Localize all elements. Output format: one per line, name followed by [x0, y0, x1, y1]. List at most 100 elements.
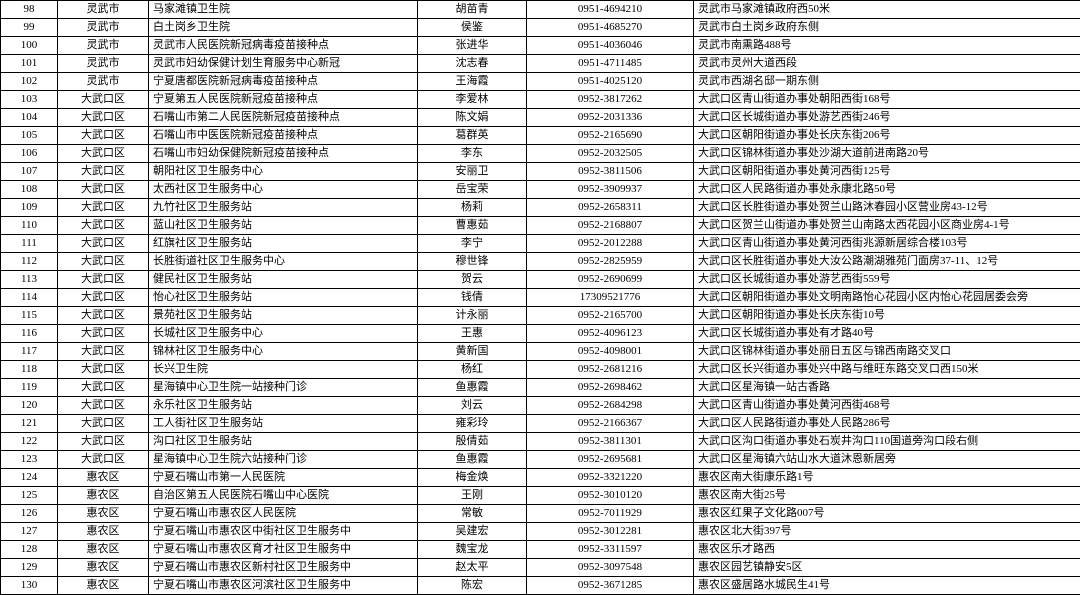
- cell-region: 大武口区: [58, 181, 149, 199]
- cell-address: 惠农区北大街397号: [694, 523, 1080, 541]
- cell-contact: 张进华: [418, 37, 527, 55]
- cell-address: 大武口区青山街道办事处朝阳西街168号: [694, 91, 1080, 109]
- cell-region: 灵武市: [58, 73, 149, 91]
- cell-phone: 0952-3012281: [527, 523, 694, 541]
- cell-site: 工人街社区卫生服务站: [149, 415, 418, 433]
- table-row: 130惠农区宁夏石嘴山市惠农区河滨社区卫生服务中陈宏0952-3671285惠农…: [1, 577, 1080, 595]
- cell-idx: 124: [1, 469, 58, 487]
- cell-site: 宁夏石嘴山市惠农区新村社区卫生服务中: [149, 559, 418, 577]
- cell-contact: 计永丽: [418, 307, 527, 325]
- table-row: 113大武口区健民社区卫生服务站贺云0952-2690699大武口区长城街道办事…: [1, 271, 1080, 289]
- table-row: 127惠农区宁夏石嘴山市惠农区中街社区卫生服务中吴建宏0952-3012281惠…: [1, 523, 1080, 541]
- cell-phone: 0952-4096123: [527, 325, 694, 343]
- table-row: 115大武口区景苑社区卫生服务站计永丽0952-2165700大武口区朝阳街道办…: [1, 307, 1080, 325]
- cell-region: 大武口区: [58, 433, 149, 451]
- cell-contact: 岳宝荣: [418, 181, 527, 199]
- cell-region: 大武口区: [58, 271, 149, 289]
- cell-address: 大武口区长城街道办事处游艺西街246号: [694, 109, 1080, 127]
- cell-phone: 0952-2165700: [527, 307, 694, 325]
- cell-phone: 0952-2825959: [527, 253, 694, 271]
- table-row: 119大武口区星海镇中心卫生院一站接种门诊鱼惠霞0952-2698462大武口区…: [1, 379, 1080, 397]
- cell-region: 惠农区: [58, 577, 149, 595]
- cell-phone: 0952-3010120: [527, 487, 694, 505]
- cell-contact: 胡苗青: [418, 1, 527, 19]
- cell-region: 惠农区: [58, 487, 149, 505]
- cell-idx: 107: [1, 163, 58, 181]
- cell-contact: 杨红: [418, 361, 527, 379]
- table-row: 120大武口区永乐社区卫生服务站刘云0952-2684298大武口区青山街道办事…: [1, 397, 1080, 415]
- cell-region: 大武口区: [58, 415, 149, 433]
- cell-contact: 陈文娟: [418, 109, 527, 127]
- cell-phone: 0952-2695681: [527, 451, 694, 469]
- cell-idx: 113: [1, 271, 58, 289]
- cell-region: 大武口区: [58, 379, 149, 397]
- cell-site: 沟口社区卫生服务站: [149, 433, 418, 451]
- table-row: 104大武口区石嘴山市第二人民医院新冠疫苗接种点陈文娟0952-2031336大…: [1, 109, 1080, 127]
- table-row: 126惠农区宁夏石嘴山市惠农区人民医院常敏0952-7011929惠农区红果子文…: [1, 505, 1080, 523]
- cell-address: 惠农区南大街25号: [694, 487, 1080, 505]
- table-row: 108大武口区太西社区卫生服务中心岳宝荣0952-3909937大武口区人民路街…: [1, 181, 1080, 199]
- cell-address: 大武口区青山街道办事处黄河西街468号: [694, 397, 1080, 415]
- cell-idx: 99: [1, 19, 58, 37]
- table-row: 123大武口区星海镇中心卫生院六站接种门诊鱼惠霞0952-2695681大武口区…: [1, 451, 1080, 469]
- cell-contact: 安丽卫: [418, 163, 527, 181]
- cell-region: 大武口区: [58, 253, 149, 271]
- cell-site: 宁夏唐都医院新冠病毒疫苗接种点: [149, 73, 418, 91]
- cell-phone: 0952-3311597: [527, 541, 694, 559]
- table-row: 102灵武市宁夏唐都医院新冠病毒疫苗接种点王海霞0951-4025120灵武市西…: [1, 73, 1080, 91]
- table-row: 117大武口区锦林社区卫生服务中心黄新国0952-4098001大武口区锦林街道…: [1, 343, 1080, 361]
- cell-region: 惠农区: [58, 523, 149, 541]
- cell-phone: 0952-2684298: [527, 397, 694, 415]
- cell-site: 星海镇中心卫生院一站接种门诊: [149, 379, 418, 397]
- table-row: 107大武口区朝阳社区卫生服务中心安丽卫0952-3811506大武口区朝阳街道…: [1, 163, 1080, 181]
- cell-idx: 104: [1, 109, 58, 127]
- cell-region: 大武口区: [58, 235, 149, 253]
- cell-phone: 0952-7011929: [527, 505, 694, 523]
- cell-contact: 常敏: [418, 505, 527, 523]
- cell-site: 长胜街道社区卫生服务中心: [149, 253, 418, 271]
- cell-idx: 117: [1, 343, 58, 361]
- cell-site: 石嘴山市妇幼保健院新冠疫苗接种点: [149, 145, 418, 163]
- cell-idx: 101: [1, 55, 58, 73]
- cell-phone: 0952-2681216: [527, 361, 694, 379]
- cell-region: 大武口区: [58, 91, 149, 109]
- cell-idx: 114: [1, 289, 58, 307]
- cell-idx: 120: [1, 397, 58, 415]
- cell-region: 灵武市: [58, 19, 149, 37]
- cell-address: 大武口区朝阳街道办事处长庆东街10号: [694, 307, 1080, 325]
- cell-phone: 0952-2690699: [527, 271, 694, 289]
- cell-phone: 0951-4025120: [527, 73, 694, 91]
- cell-address: 大武口区长兴街道办事处兴中路与维旺东路交叉口西150米: [694, 361, 1080, 379]
- cell-address: 大武口区沟口街道办事处石炭井沟口110国道旁沟口段右侧: [694, 433, 1080, 451]
- cell-idx: 105: [1, 127, 58, 145]
- cell-idx: 109: [1, 199, 58, 217]
- cell-contact: 刘云: [418, 397, 527, 415]
- cell-contact: 雍彩玲: [418, 415, 527, 433]
- cell-site: 灵武市妇幼保健计划生育服务中心新冠: [149, 55, 418, 73]
- cell-idx: 106: [1, 145, 58, 163]
- cell-region: 大武口区: [58, 127, 149, 145]
- table-row: 124惠农区宁夏石嘴山市第一人民医院梅金焕0952-3321220惠农区南大街康…: [1, 469, 1080, 487]
- cell-phone: 0952-2658311: [527, 199, 694, 217]
- cell-phone: 0952-2698462: [527, 379, 694, 397]
- cell-phone: 0952-3811301: [527, 433, 694, 451]
- cell-site: 星海镇中心卫生院六站接种门诊: [149, 451, 418, 469]
- table-row: 112大武口区长胜街道社区卫生服务中心穆世锋0952-2825959大武口区长胜…: [1, 253, 1080, 271]
- cell-address: 大武口区人民路街道办事处永康北路50号: [694, 181, 1080, 199]
- cell-region: 灵武市: [58, 1, 149, 19]
- cell-idx: 123: [1, 451, 58, 469]
- cell-idx: 130: [1, 577, 58, 595]
- cell-site: 石嘴山市中医医院新冠疫苗接种点: [149, 127, 418, 145]
- cell-contact: 魏宝龙: [418, 541, 527, 559]
- cell-address: 灵武市灵州大道西段: [694, 55, 1080, 73]
- cell-site: 宁夏石嘴山市惠农区中街社区卫生服务中: [149, 523, 418, 541]
- cell-idx: 112: [1, 253, 58, 271]
- table-row: 98灵武市马家滩镇卫生院胡苗青0951-4694210灵武市马家滩镇政府西50米: [1, 1, 1080, 19]
- cell-site: 永乐社区卫生服务站: [149, 397, 418, 415]
- cell-site: 九竹社区卫生服务站: [149, 199, 418, 217]
- cell-idx: 115: [1, 307, 58, 325]
- cell-idx: 127: [1, 523, 58, 541]
- cell-address: 大武口区长胜街道办事处大汝公路潮湖雅苑门面房37-11、12号: [694, 253, 1080, 271]
- cell-contact: 贺云: [418, 271, 527, 289]
- table-row: 99灵武市白土岗乡卫生院侯鉴0951-4685270灵武市白土岗乡政府东侧: [1, 19, 1080, 37]
